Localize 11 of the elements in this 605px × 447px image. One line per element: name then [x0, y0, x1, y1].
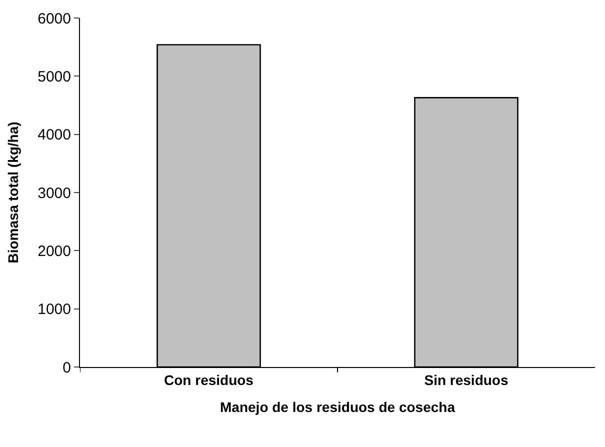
- y-tick-label: 1000: [38, 301, 71, 318]
- x-tick-label: Con residuos: [164, 372, 254, 388]
- x-tick-label: Sin residuos: [424, 372, 508, 388]
- y-axis-title: Biomasa total (kg/ha): [5, 122, 22, 264]
- y-tick-label: 6000: [38, 10, 71, 28]
- x-axis-title: Manejo de los residuos de cosecha: [220, 399, 456, 416]
- y-tick-label: 2000: [38, 242, 71, 260]
- y-tick-label: 3000: [38, 184, 71, 202]
- y-tick-label: 5000: [38, 68, 71, 86]
- y-tick-label: 0: [62, 359, 71, 376]
- y-tick-label: 4000: [38, 126, 71, 144]
